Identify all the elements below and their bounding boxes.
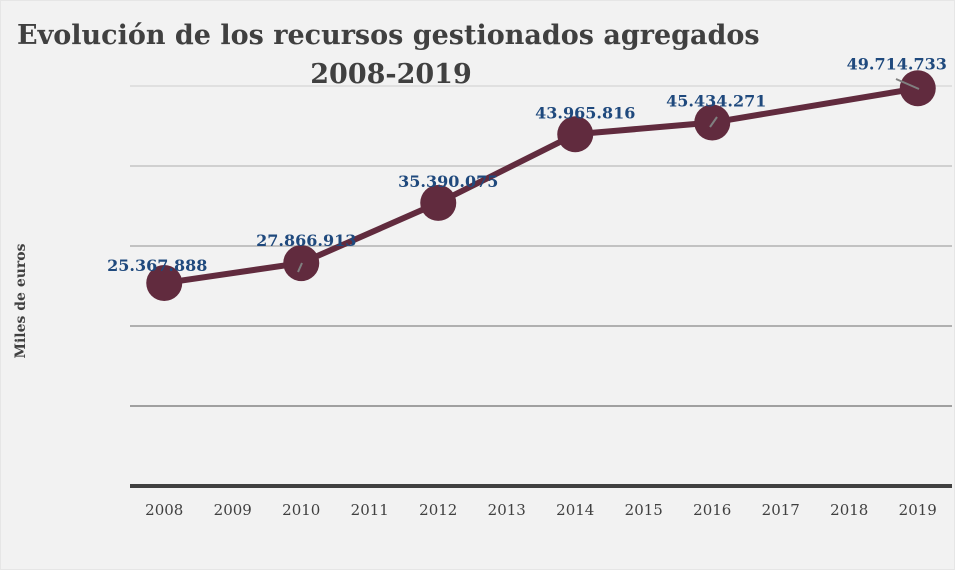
data-label: 35.390.075 bbox=[398, 172, 498, 191]
data-label: 49.714.733 bbox=[847, 54, 947, 73]
x-tick-label: 2010 bbox=[282, 501, 320, 519]
series-line-group bbox=[146, 70, 936, 302]
x-tick-label: 2014 bbox=[556, 501, 594, 519]
x-tick-label: 2013 bbox=[488, 501, 526, 519]
chart-title-line-1: Evolución de los recursos gestionados ag… bbox=[17, 20, 760, 51]
data-point-marker bbox=[146, 265, 183, 302]
x-tick-label: 2008 bbox=[145, 501, 183, 519]
x-tick-label: 2009 bbox=[214, 501, 252, 519]
x-tick-label: 2018 bbox=[830, 501, 868, 519]
series-line bbox=[163, 85, 919, 287]
chart-title-line-2: 2008-2019 bbox=[310, 59, 472, 90]
x-tick-label: 2019 bbox=[899, 501, 937, 519]
y-axis-label: Miles de euros bbox=[13, 243, 29, 358]
x-tick-label: 2017 bbox=[762, 501, 800, 519]
data-labels: 25.367.888 27.866.913 35.390.075 43.965.816… bbox=[107, 54, 947, 275]
gridlines bbox=[130, 85, 952, 407]
data-point-marker bbox=[420, 184, 457, 221]
data-label: 25.367.888 bbox=[107, 256, 207, 275]
leader-line bbox=[297, 262, 303, 273]
data-point-marker bbox=[557, 116, 594, 153]
leader-line bbox=[895, 78, 920, 90]
x-tick-labels: 2008 2009 2010 2011 2012 2013 2014 2015 2016 2017… bbox=[145, 501, 937, 519]
x-tick-label: 2016 bbox=[693, 501, 731, 519]
data-label: 45.434.271 bbox=[666, 92, 766, 111]
x-tick-label: 2015 bbox=[625, 501, 663, 519]
x-tick-label: 2012 bbox=[419, 501, 457, 519]
leader-line bbox=[709, 116, 718, 128]
data-label: 43.965.816 bbox=[535, 103, 635, 122]
x-tick-label: 2011 bbox=[351, 501, 389, 519]
data-label: 27.866.913 bbox=[256, 231, 356, 250]
